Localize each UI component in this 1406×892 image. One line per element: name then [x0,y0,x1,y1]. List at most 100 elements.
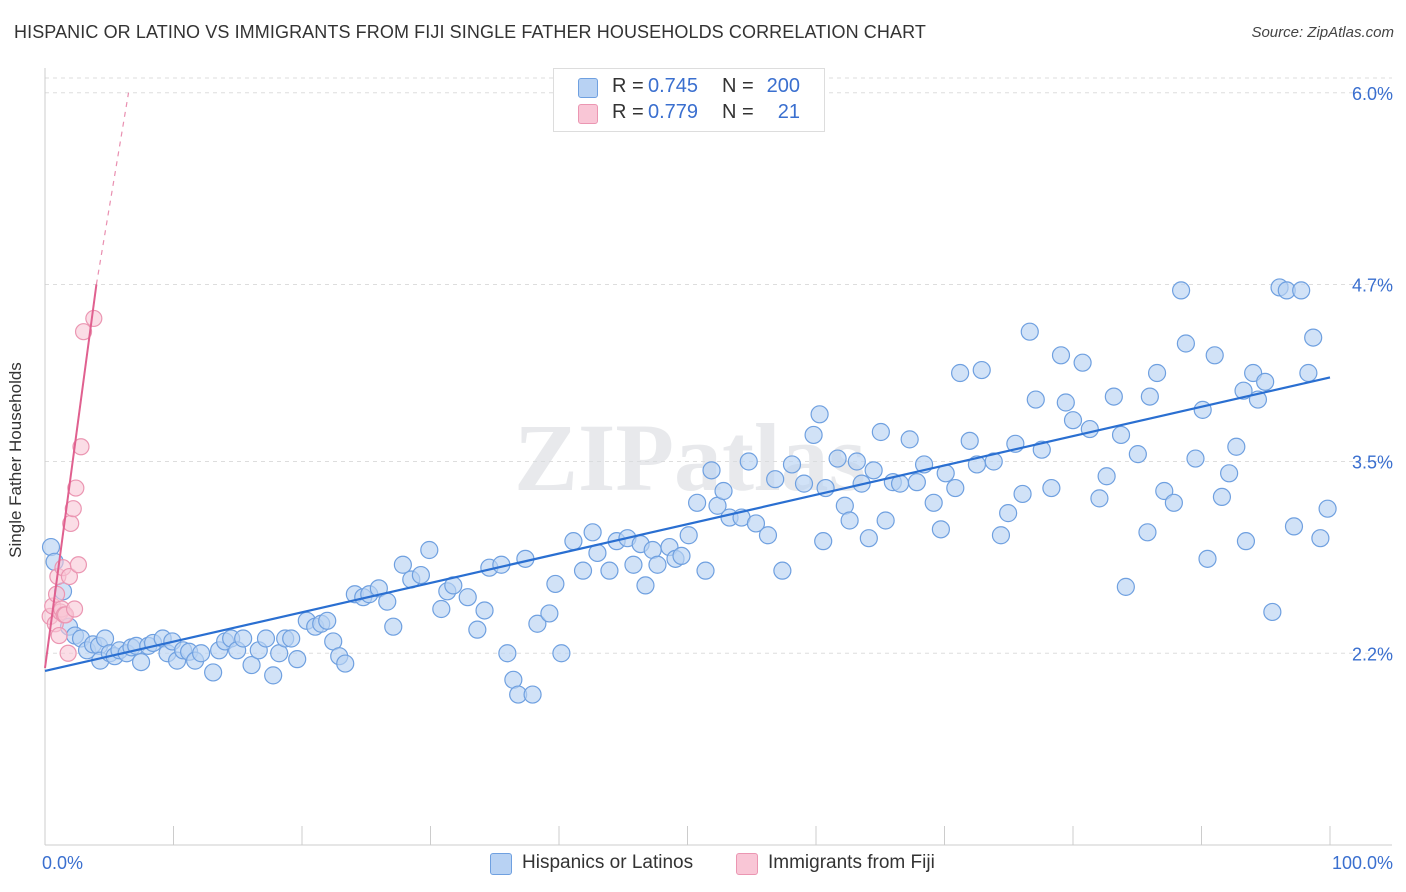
data-point-hispanics [773,561,792,580]
data-point-hispanics [924,493,943,512]
data-point-hispanics [600,561,619,580]
data-point-hispanics [931,520,950,539]
data-point-hispanics [393,555,412,574]
legend-swatch-pink [578,104,598,124]
data-point-fiji [50,626,68,645]
data-point-hispanics [583,523,602,542]
legend-box: R = 0.745 N = 200 R = 0.779 N = 21 [553,68,825,132]
data-point-hispanics [1063,411,1083,430]
data-point-hispanics [900,430,919,449]
data-point-hispanics [946,478,965,498]
legend-row-fiji: R = 0.779 N = 21 [554,101,824,127]
data-point-hispanics [1080,419,1099,439]
data-point-hispanics [864,461,883,480]
data-point-hispanics [1234,381,1253,400]
data-point-hispanics [814,532,833,551]
bottom-legend-label: Hispanics or Latinos [522,852,694,873]
data-point-hispanics [1111,425,1131,445]
data-point-hispanics [871,422,890,442]
watermark: ZIPatlas [514,404,866,511]
legend-n-label: N = [722,101,754,123]
data-point-hispanics [702,461,721,480]
data-point-fiji [74,323,93,341]
bottom-legend-label: Immigrants from Fiji [768,852,935,873]
legend-r-value: 0.745 [648,75,699,97]
data-point-hispanics [1090,489,1109,508]
data-point-hispanics [234,629,253,648]
legend-swatch-blue [578,78,598,98]
data-point-hispanics [256,629,276,648]
data-point-hispanics [1263,602,1282,622]
data-point-hispanics [960,431,979,450]
data-point-hispanics [318,611,337,630]
data-point-hispanics [1220,464,1239,483]
data-point-hispanics [648,555,667,574]
data-point-hispanics [624,555,643,574]
tick-labels: 2.2% 3.5% 4.7% 6.0% 0.0% 100.0% [42,84,1393,873]
data-point-hispanics [672,546,691,566]
legend-r-label: R = [612,75,644,97]
trend-line-fiji [44,284,98,669]
data-point-hispanics [1056,393,1075,412]
series-hispanics-points [41,278,1337,704]
x-tick-label-end: 100.0% [1332,853,1393,873]
data-point-hispanics [714,481,733,501]
data-point-hispanics [282,629,301,648]
bottom-legend-swatch-blue [490,853,512,875]
data-point-hispanics [1051,346,1071,365]
data-point-hispanics [378,592,397,611]
data-point-hispanics [384,617,403,636]
data-point-hispanics [1284,517,1304,536]
data-point-hispanics [1104,387,1123,406]
trend-line-fiji-extrapolated [95,92,130,285]
legend-n-label: N = [722,75,754,97]
data-point-hispanics [972,360,991,380]
data-point-hispanics [288,650,307,669]
data-point-hispanics [528,614,547,633]
data-point-hispanics [1292,281,1311,300]
data-point-hispanics [1128,445,1147,464]
data-point-hispanics [1318,499,1337,518]
data-point-hispanics [1299,363,1318,383]
data-point-hispanics [420,540,439,560]
data-point-hispanics [999,504,1018,523]
legend-n-value: 200 [766,75,800,97]
y-tick-label: 4.7% [1352,276,1393,296]
data-point-hispanics [766,470,785,489]
data-point-hispanics [907,473,926,492]
data-point-fiji [85,309,103,328]
data-point-hispanics [264,666,283,685]
data-point-hispanics [458,588,477,607]
data-point-hispanics [1116,577,1135,596]
data-point-hispanics [468,620,487,639]
data-point-hispanics [1140,387,1159,406]
legend-row-hispanics: R = 0.745 N = 200 [554,75,824,101]
y-tick-label: 2.2% [1352,644,1393,664]
data-point-hispanics [564,532,583,551]
data-point-hispanics [859,529,878,548]
data-point-fiji [60,567,79,586]
data-point-hispanics [1227,437,1246,456]
data-point-hispanics [739,452,758,471]
grid-lines [45,77,1392,654]
data-point-hispanics [1097,467,1116,486]
data-point-hispanics [1171,281,1191,300]
data-point-hispanics [1164,493,1183,512]
data-point-hispanics [131,652,151,672]
data-point-hispanics [1176,334,1195,353]
data-point-hispanics [1026,390,1045,409]
series-fiji-points [41,309,103,662]
y-tick-label: 6.0% [1352,84,1393,104]
data-point-hispanics [1304,328,1323,347]
data-point-fiji [69,556,88,574]
data-point-hispanics [1138,523,1157,542]
data-point-hispanics [794,474,814,493]
data-point-hispanics [1032,440,1051,459]
data-point-hispanics [546,574,565,594]
data-point-hispanics [876,511,895,530]
legend-n-value: 21 [777,101,800,123]
data-point-hispanics [847,452,866,471]
data-point-hispanics [204,663,223,682]
data-point-hispanics [498,644,517,663]
data-point-hispanics [688,493,707,512]
